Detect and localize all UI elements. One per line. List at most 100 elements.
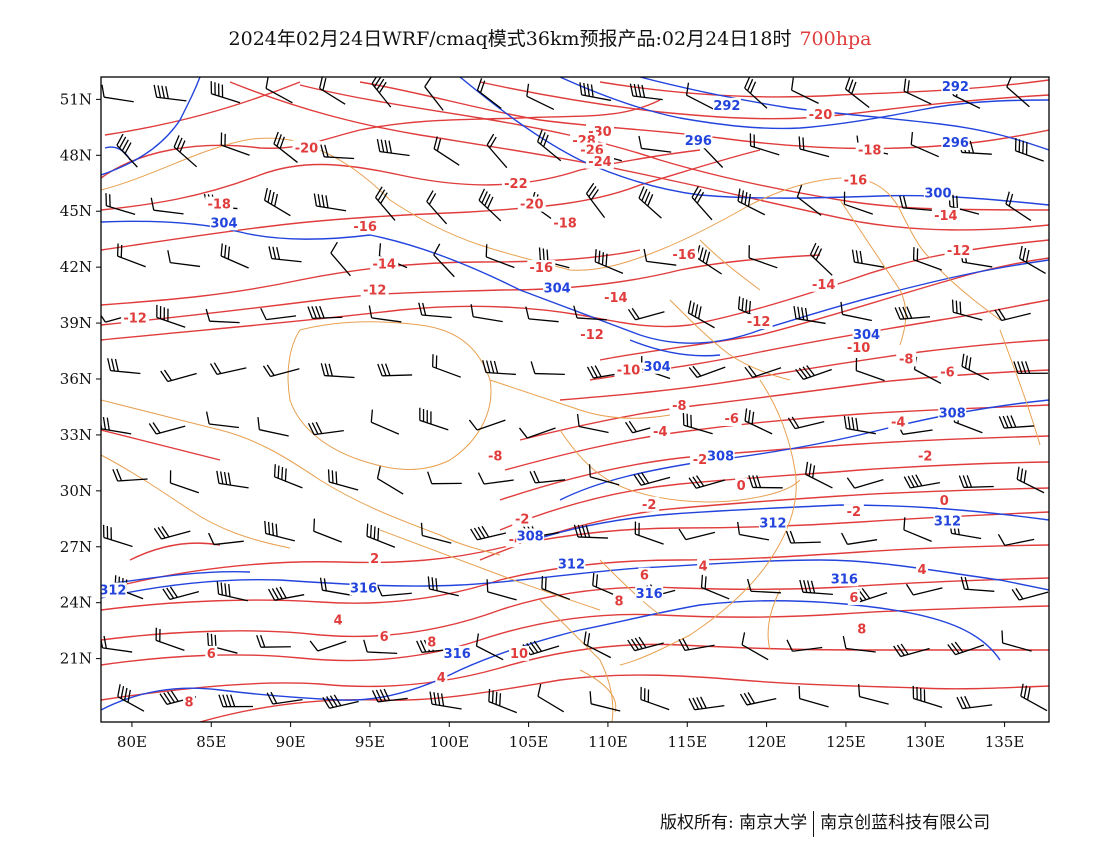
wind-barb bbox=[424, 77, 444, 111]
wind-barb bbox=[537, 683, 565, 713]
wind-barb bbox=[273, 464, 303, 489]
wind-barb bbox=[486, 133, 508, 169]
contour-label: -2 bbox=[642, 498, 656, 513]
lon-tick-label: 80E bbox=[117, 733, 147, 751]
wind-barb bbox=[573, 305, 608, 321]
wind-barb bbox=[420, 522, 452, 544]
wind-barb bbox=[376, 583, 412, 597]
contour-label-bg bbox=[843, 504, 864, 520]
lat-tick-label: 36N bbox=[60, 370, 92, 388]
wind-barb bbox=[155, 627, 185, 651]
wind-barb bbox=[148, 422, 186, 435]
contour-label-bg bbox=[443, 645, 472, 661]
contour-label: -16 bbox=[353, 220, 377, 235]
wind-barb bbox=[594, 249, 624, 274]
wind-barb bbox=[576, 413, 609, 434]
wind-barb bbox=[638, 135, 672, 153]
contour-label: -12 bbox=[947, 244, 971, 259]
wind-barb bbox=[685, 82, 714, 110]
contour-label: -24 bbox=[588, 155, 612, 170]
wind-barb bbox=[371, 688, 408, 703]
wind-barb bbox=[107, 358, 141, 375]
wind-barb bbox=[370, 409, 400, 435]
wind-barb bbox=[206, 632, 238, 654]
wind-barb bbox=[1020, 683, 1048, 712]
wind-barb bbox=[156, 304, 186, 328]
contour-label: -12 bbox=[580, 328, 604, 343]
contour-label-bg bbox=[923, 185, 952, 201]
wind-barb bbox=[210, 81, 241, 104]
wind-barb bbox=[536, 129, 562, 162]
wind-barb bbox=[744, 77, 768, 109]
lat-tick-label: 42N bbox=[60, 258, 92, 276]
wind-barb bbox=[793, 305, 826, 325]
lon-tick-label: 110E bbox=[588, 733, 628, 751]
wind-barb bbox=[678, 638, 715, 652]
wind-barb bbox=[320, 144, 355, 160]
contour-label: -20 bbox=[295, 142, 319, 157]
contour-label: -12 bbox=[747, 315, 771, 330]
wind-barb bbox=[790, 77, 819, 104]
wind-barb bbox=[951, 299, 983, 321]
wind-barb bbox=[688, 696, 725, 711]
contour-label: 6 bbox=[849, 591, 858, 606]
contour-label-bg bbox=[896, 351, 917, 367]
wind-barb bbox=[486, 579, 517, 601]
contour-label-bg bbox=[758, 515, 787, 531]
contour-label: -2 bbox=[847, 505, 861, 520]
contour-label: -18 bbox=[553, 216, 577, 231]
lat-tick-label: 21N bbox=[60, 650, 92, 668]
contour-label: -12 bbox=[363, 283, 387, 298]
wind-barb bbox=[1013, 361, 1048, 375]
wind-barb bbox=[589, 691, 621, 712]
contour-label: 312 bbox=[934, 515, 961, 530]
wind-barb bbox=[112, 468, 148, 482]
title-main: 2024年02月24日WRF/cmaq模式36km预报产品:02月24日18时 bbox=[228, 28, 792, 50]
contour-label: 8 bbox=[427, 636, 436, 651]
lat-tick-label: 48N bbox=[60, 146, 92, 164]
wind-barb bbox=[307, 421, 344, 436]
wind-barb bbox=[220, 243, 249, 269]
wind-barb bbox=[371, 77, 392, 108]
lon-tick-label: 135E bbox=[985, 733, 1025, 751]
lon-tick-label: 125E bbox=[826, 733, 866, 751]
contour-label: -18 bbox=[207, 198, 231, 213]
lat-tick-label: 45N bbox=[60, 202, 92, 220]
wind-barb bbox=[627, 307, 665, 321]
wind-barb bbox=[912, 685, 943, 708]
wind-barb bbox=[429, 691, 462, 710]
contour-label: 312 bbox=[558, 557, 585, 572]
wind-barb bbox=[748, 475, 783, 489]
contour-label: 0 bbox=[940, 494, 949, 509]
wind-barb bbox=[588, 464, 620, 486]
wind-barb bbox=[116, 243, 146, 268]
contour-label-bg bbox=[937, 364, 958, 380]
wind-barb bbox=[320, 363, 355, 379]
wind-barb bbox=[739, 692, 777, 706]
wind-barb bbox=[798, 136, 830, 158]
wind-barb bbox=[485, 244, 515, 269]
contour-label-bg bbox=[635, 586, 664, 602]
wind-barb bbox=[470, 304, 503, 323]
contour-label: -8 bbox=[672, 399, 686, 414]
wind-barb bbox=[744, 408, 773, 435]
contour-label-bg bbox=[931, 207, 960, 223]
contour-label: -6 bbox=[940, 365, 954, 380]
contour-label-bg bbox=[721, 411, 742, 427]
contour-label-bg bbox=[368, 550, 381, 566]
title-level: 700hpa bbox=[799, 28, 872, 50]
contour-label-bg bbox=[938, 405, 967, 421]
wind-barb bbox=[101, 84, 134, 103]
contour-label-bg bbox=[209, 215, 238, 231]
wind-barb bbox=[958, 475, 994, 489]
contour-label: -4 bbox=[891, 416, 905, 431]
contour-label-bg bbox=[689, 452, 710, 468]
wind-barb bbox=[529, 470, 566, 484]
wind-barb bbox=[313, 518, 342, 543]
wind-barb bbox=[418, 302, 452, 319]
contour-label-bg bbox=[712, 97, 741, 113]
wind-barb bbox=[376, 466, 404, 495]
contour-label-bg bbox=[551, 215, 580, 231]
wind-barb bbox=[798, 685, 829, 708]
contour-label: -8 bbox=[488, 449, 502, 464]
